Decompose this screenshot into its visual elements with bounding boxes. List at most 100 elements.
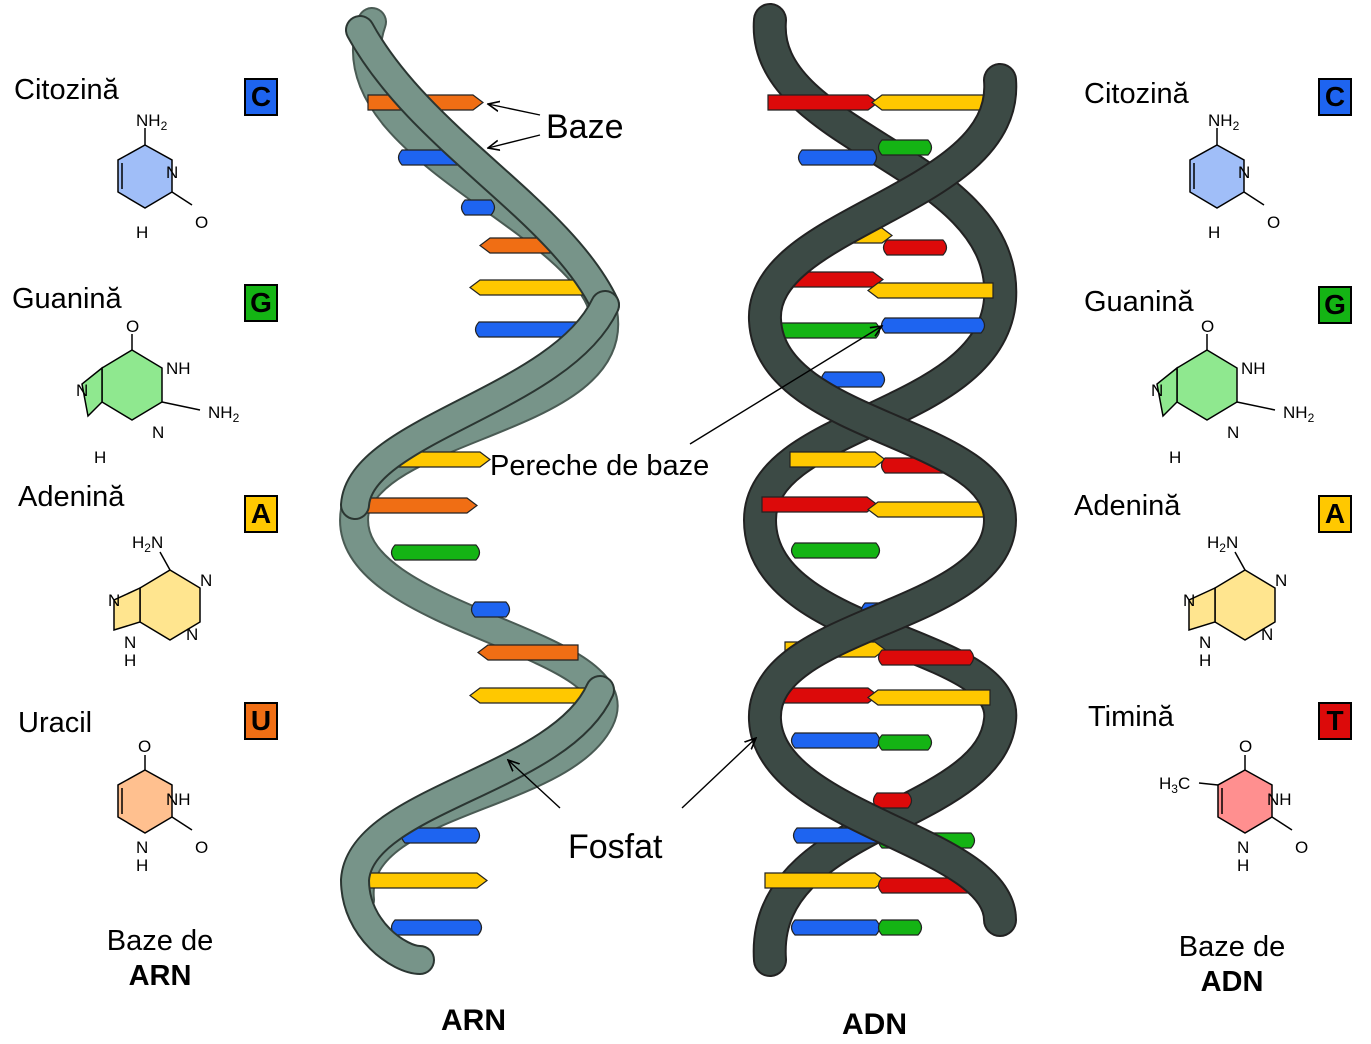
ring-nh-label: NH — [166, 790, 191, 809]
rna-base — [469, 687, 596, 704]
carbonyl-o-label: O — [1267, 213, 1280, 232]
carbonyl-o-label: O — [195, 213, 208, 232]
ring-nh-label: NH — [1241, 359, 1266, 378]
ring-n-label: N — [1238, 163, 1250, 182]
rna-base-name: Guanină — [12, 283, 122, 315]
ring-n-label: N — [1261, 625, 1273, 644]
dna-base — [790, 919, 881, 936]
rna-title: ARN — [441, 1004, 506, 1037]
rna-caption-line1: Baze de — [106, 925, 214, 957]
rna-base — [477, 644, 579, 661]
ring-n-label: N — [1151, 381, 1163, 400]
uracil-structure: O NH N H O — [117, 737, 208, 875]
dna-caption: Baze de ADN — [1132, 930, 1332, 1000]
adenine-structure: H2N N N N N H — [1183, 533, 1287, 670]
dna-base-name: Citozină — [1084, 78, 1189, 110]
guanine-structure: O NH NH2 N N H — [76, 320, 240, 467]
dna-base — [867, 689, 991, 706]
rna-base — [390, 544, 481, 561]
thymine-structure: O H3C NH N H O — [1159, 737, 1308, 875]
carbonyl-o-label: O — [126, 320, 139, 336]
carbonyl-o-label: O — [1295, 838, 1308, 857]
cytosine-structure: NH2 N H O — [1189, 111, 1280, 242]
dna-base-name: Guanină — [1084, 286, 1194, 318]
rna-helix — [339, 7, 620, 975]
annotation-arrows — [488, 104, 882, 809]
amino-group-label: H2N — [1207, 533, 1238, 555]
adenine-badge: A — [1318, 495, 1352, 533]
uracil-badge: U — [244, 702, 278, 740]
dna-caption-line1: Baze de — [1178, 931, 1286, 963]
dna-base — [767, 94, 879, 111]
dna-base — [880, 317, 986, 334]
adenine-structure: H2N N N N N H — [108, 533, 212, 670]
ring-h-label: H — [136, 856, 148, 875]
ring-h-label: H — [1237, 856, 1249, 875]
ring-h-label: H — [94, 448, 106, 467]
rna-caption-line2: ARN — [128, 959, 192, 992]
ring-h-label: H — [1208, 223, 1220, 242]
rna-base-name: Adenină — [18, 481, 125, 513]
dna-base — [770, 322, 881, 339]
guanine-badge: G — [1318, 286, 1352, 324]
ring-n-label: N — [166, 163, 178, 182]
dna-base — [882, 239, 948, 256]
carbonyl-o-label: O — [1201, 320, 1214, 336]
dna-base — [797, 149, 878, 166]
amino-group-label: NH2 — [208, 403, 240, 425]
ring-n-label: N — [124, 633, 136, 652]
dna-base — [867, 501, 991, 518]
ring-n-label: N — [152, 423, 164, 442]
cytosine-badge: C — [1318, 78, 1352, 116]
ring-n-label: N — [186, 625, 198, 644]
dna-title: ADN — [842, 1008, 907, 1041]
rna-base — [460, 199, 496, 216]
rna-base — [470, 601, 511, 618]
guanine-badge: G — [244, 284, 278, 322]
carbonyl-o-label: O — [195, 838, 208, 857]
dna-base — [877, 649, 975, 666]
dna-base — [872, 792, 913, 809]
dna-base — [877, 734, 933, 751]
dna-base — [761, 496, 878, 513]
bases-label: Baze — [546, 108, 624, 146]
carbonyl-o-label: O — [1239, 737, 1252, 756]
dna-caption-line2: ADN — [1200, 965, 1264, 998]
dna-base — [820, 371, 886, 388]
rna-base-name: Uracil — [18, 707, 93, 739]
cytosine-structure: NH2 N H O — [117, 111, 208, 242]
ring-nh-label: NH — [1267, 790, 1292, 809]
dna-base — [790, 542, 881, 559]
ring-h-label: H — [1199, 651, 1211, 670]
ring-n-label: N — [76, 381, 88, 400]
ring-n-label: N — [1199, 633, 1211, 652]
ring-n-label: N — [1237, 838, 1249, 857]
ring-h-label: H — [1169, 448, 1181, 467]
ring-n-label: N — [1183, 591, 1195, 610]
dna-base — [764, 872, 886, 889]
cytosine-badge: C — [244, 78, 278, 116]
dna-base — [877, 139, 933, 156]
dna-base — [789, 451, 886, 468]
ring-h-label: H — [136, 223, 148, 242]
guanine-structure: O NH NH2 N N H — [1151, 320, 1315, 467]
dna-base — [790, 732, 881, 749]
amino-group-label: NH2 — [1208, 111, 1240, 133]
dna-helix — [742, 3, 1018, 977]
dna-base — [867, 282, 994, 299]
amino-group-label: H2N — [132, 533, 163, 555]
methyl-group-label: H3C — [1159, 774, 1190, 796]
ring-n-label: N — [200, 571, 212, 590]
ring-nh-label: NH — [166, 359, 191, 378]
dna-base — [871, 94, 1003, 111]
ring-n-label: N — [108, 591, 120, 610]
ring-n-label: N — [1275, 571, 1287, 590]
dna-base-name: Adenină — [1074, 490, 1181, 522]
rna-base — [390, 919, 483, 936]
thymine-badge: T — [1318, 702, 1352, 740]
ring-n-label: N — [136, 838, 148, 857]
rna-base-name: Citozină — [14, 74, 119, 106]
dna-base-name: Timină — [1088, 701, 1174, 733]
adenine-badge: A — [244, 495, 278, 533]
dna-base — [877, 919, 923, 936]
